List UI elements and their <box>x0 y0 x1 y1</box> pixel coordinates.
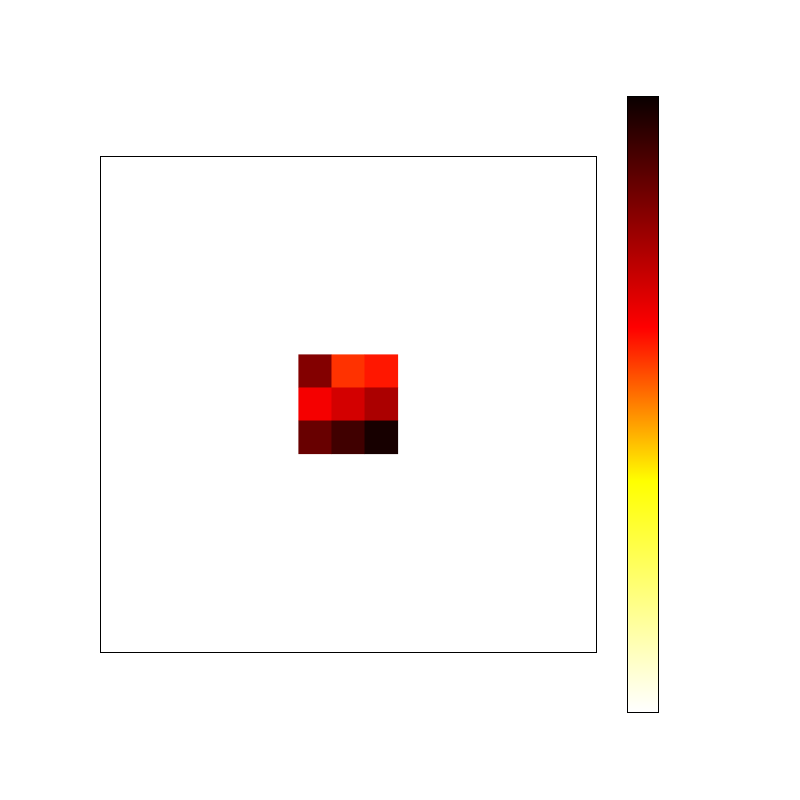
heatmap-cell-r8-c7 <box>331 420 366 455</box>
plot-frame <box>100 156 597 653</box>
heatmap-cell-r7-c8 <box>364 387 399 422</box>
colorbar-gradient <box>628 97 658 712</box>
heatmap-cell-r8-c6 <box>298 420 332 455</box>
heatmap-cell-r8-c8 <box>364 420 399 455</box>
heatmap-cell-r6-c7 <box>331 354 366 388</box>
colorbar <box>627 96 659 713</box>
heatmap-cells <box>298 354 399 455</box>
colorbar-frame <box>627 96 659 713</box>
heatmap-plot-area <box>100 156 597 653</box>
heatmap-cell-r7-c6 <box>298 387 332 422</box>
heatmap-cell-r6-c8 <box>364 354 399 388</box>
heatmap-cell-r6-c6 <box>298 354 332 388</box>
heatmap-cell-r7-c7 <box>331 387 366 422</box>
